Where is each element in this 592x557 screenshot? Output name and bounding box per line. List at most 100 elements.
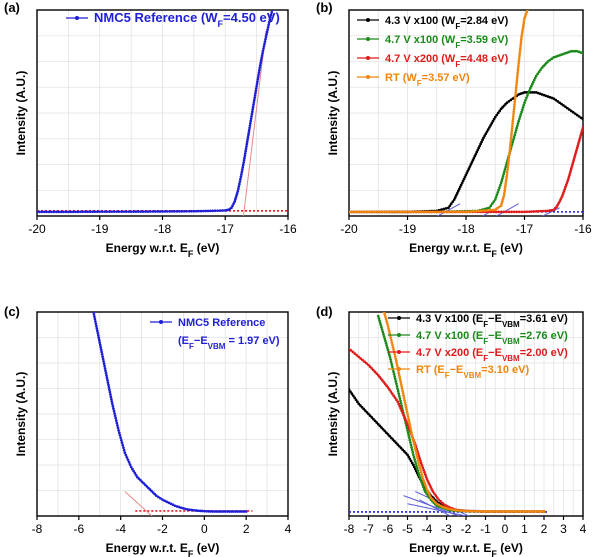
data-point	[129, 465, 133, 469]
data-point	[359, 357, 363, 360]
subscript-text: VBM	[208, 342, 226, 351]
data-point	[410, 431, 413, 434]
label-part: RT (W	[385, 72, 417, 84]
data-point	[416, 469, 420, 473]
data-point	[493, 115, 497, 119]
data-point	[213, 209, 217, 213]
data-point	[54, 210, 58, 214]
data-point	[233, 200, 237, 203]
data-point	[528, 89, 531, 93]
series-0	[37, 10, 274, 214]
data-point	[393, 375, 396, 378]
data-point	[413, 444, 417, 448]
data-point	[232, 202, 235, 205]
data-point	[382, 332, 385, 336]
data-point	[62, 210, 65, 214]
legend-entry-0: 4.3 V x100 (WF=2.84 eV)	[385, 15, 509, 31]
data-point	[201, 209, 205, 213]
data-point	[424, 475, 428, 479]
data-point	[188, 508, 192, 512]
data-point	[98, 210, 102, 214]
data-point	[481, 510, 485, 513]
data-point	[250, 114, 253, 118]
data-point	[569, 49, 573, 53]
x-axis-label-sub: F	[188, 549, 194, 557]
data-point	[357, 402, 361, 406]
data-point	[109, 393, 112, 396]
data-point	[516, 67, 520, 70]
data-point	[100, 353, 104, 356]
data-point	[267, 21, 271, 24]
label-part: −E	[450, 364, 464, 376]
data-point	[411, 438, 415, 441]
data-point	[423, 473, 427, 476]
data-point	[486, 208, 490, 212]
data-point	[493, 510, 497, 513]
data-point	[499, 181, 503, 185]
data-point	[408, 424, 412, 427]
data-point	[190, 209, 193, 213]
data-point	[484, 132, 488, 135]
data-point	[387, 329, 391, 333]
legend: NMC5 Reference (WF=4.50 eV)	[66, 10, 280, 29]
data-point	[391, 345, 395, 349]
data-point	[399, 399, 402, 403]
data-point	[351, 394, 355, 397]
data-point	[482, 136, 485, 140]
data-point	[397, 392, 401, 395]
data-point	[380, 426, 383, 429]
data-point	[537, 70, 541, 74]
data-point	[423, 210, 426, 214]
data-point	[129, 210, 133, 214]
x-tick-label: -19	[399, 222, 417, 236]
data-point	[418, 476, 422, 479]
x-axis-label-main: Energy w.r.t. E	[409, 541, 491, 555]
data-point	[462, 210, 465, 214]
data-point	[564, 185, 567, 189]
data-point	[496, 111, 500, 115]
data-point	[569, 167, 573, 170]
data-point	[389, 336, 393, 340]
data-point	[431, 490, 435, 493]
data-point	[534, 210, 538, 213]
data-point	[419, 459, 422, 463]
data-point	[574, 150, 578, 154]
data-point	[417, 471, 420, 475]
data-point	[401, 411, 404, 415]
data-point	[132, 469, 135, 473]
data-point	[108, 390, 112, 394]
legend-marker	[366, 75, 370, 79]
data-point	[376, 422, 380, 426]
data-point	[391, 343, 394, 347]
data-point	[261, 52, 264, 55]
data-point	[177, 505, 181, 509]
data-point	[349, 388, 351, 391]
data-point	[425, 488, 429, 491]
data-point	[213, 510, 217, 513]
data-point	[494, 195, 498, 199]
data-point	[359, 404, 362, 407]
data-point	[518, 117, 521, 121]
data-point	[484, 209, 487, 212]
y-axis-label: Intensity (A.U.)	[14, 372, 28, 457]
data-point	[403, 398, 406, 402]
data-point	[404, 451, 408, 455]
legend-marker	[159, 320, 163, 324]
data-point	[568, 108, 571, 111]
data-point	[529, 86, 532, 90]
data-point	[539, 68, 542, 72]
data-point	[419, 470, 423, 474]
data-point	[52, 210, 56, 214]
data-point	[223, 510, 227, 513]
data-point	[117, 431, 121, 435]
data-point	[353, 396, 356, 400]
data-point	[197, 209, 200, 213]
data-point	[379, 323, 383, 327]
data-point	[579, 132, 583, 135]
data-point	[407, 436, 411, 440]
data-point	[375, 421, 378, 424]
data-point	[216, 209, 220, 213]
data-point	[548, 58, 552, 62]
data-point	[378, 319, 381, 322]
